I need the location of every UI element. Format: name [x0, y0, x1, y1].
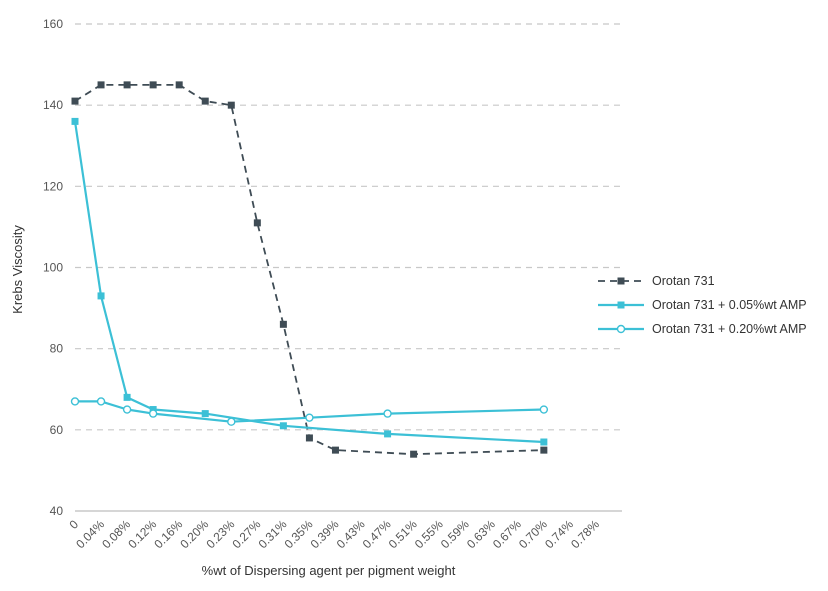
- data-point: [149, 81, 157, 89]
- x-axis-title: %wt of Dispersing agent per pigment weig…: [202, 563, 456, 578]
- data-point: [305, 434, 313, 442]
- x-tick-label: 0.04%: [73, 517, 107, 551]
- grid: [75, 23, 622, 431]
- legend-marker: [617, 277, 625, 285]
- data-point: [122, 405, 132, 414]
- x-axis-ticks: 00.04%0.08%0.12%0.16%0.20%0.23%0.27%0.31…: [66, 517, 602, 551]
- data-point: [148, 409, 158, 418]
- legend-label: Orotan 731 + 0.20%wt AMP: [652, 322, 807, 336]
- y-tick-label: 40: [50, 504, 64, 518]
- x-tick-label: 0.63%: [464, 517, 498, 551]
- x-tick-label: 0.27%: [229, 517, 263, 551]
- x-tick-label: 0.16%: [151, 517, 185, 551]
- y-tick-label: 140: [43, 98, 63, 112]
- data-point: [305, 413, 314, 422]
- data-point: [71, 97, 79, 105]
- x-tick-label: 0.08%: [99, 517, 133, 551]
- x-tick-label: 0.55%: [412, 517, 446, 551]
- data-point: [227, 417, 236, 426]
- series-line: [74, 84, 544, 456]
- data-point: [279, 320, 287, 328]
- data-point: [96, 397, 106, 406]
- x-tick-label: 0.70%: [516, 517, 550, 551]
- series-2: [71, 117, 548, 446]
- y-tick-label: 100: [43, 261, 63, 275]
- data-point: [410, 450, 418, 458]
- data-point: [539, 405, 549, 414]
- y-tick-label: 160: [43, 17, 63, 31]
- x-tick-label: 0.43%: [334, 517, 368, 551]
- y-tick-label: 60: [50, 423, 64, 437]
- x-tick-label: 0.78%: [568, 517, 602, 551]
- data-point: [227, 101, 235, 109]
- x-tick-label: 0.67%: [490, 517, 524, 551]
- x-tick-label: 0.12%: [125, 517, 159, 551]
- data-point: [201, 97, 209, 105]
- legend-item: Orotan 731 + 0.05%wt AMP: [598, 298, 807, 312]
- data-point: [540, 438, 548, 446]
- data-point: [71, 117, 79, 125]
- series-1: [71, 81, 548, 458]
- data-point: [540, 446, 548, 454]
- x-tick-label: 0: [66, 517, 81, 532]
- x-tick-label: 0.74%: [542, 517, 576, 551]
- x-tick-label: 0.39%: [308, 517, 342, 551]
- series-line: [75, 400, 544, 423]
- data-point: [123, 393, 131, 401]
- x-tick-label: 0.35%: [282, 517, 316, 551]
- legend-item: Orotan 731 + 0.20%wt AMP: [598, 322, 807, 336]
- series-line: [73, 121, 544, 444]
- data-point: [331, 446, 339, 454]
- legend-label: Orotan 731: [652, 274, 715, 288]
- y-axis-ticks: 40 60 80 100 120 140 160: [43, 17, 63, 518]
- data-point: [201, 410, 209, 418]
- data-point: [97, 81, 105, 89]
- data-point: [175, 81, 183, 89]
- data-point: [123, 81, 131, 89]
- legend-item: Orotan 731: [598, 274, 715, 288]
- legend-label: Orotan 731 + 0.05%wt AMP: [652, 298, 807, 312]
- data-point: [279, 422, 287, 430]
- legend-marker: [616, 324, 626, 334]
- series-3: [70, 397, 549, 426]
- legend-marker: [617, 301, 625, 309]
- data-point: [384, 430, 392, 438]
- x-tick-label: 0.23%: [203, 517, 237, 551]
- y-axis-title: Krebs Viscosity: [10, 225, 25, 314]
- x-tick-label: 0.47%: [360, 517, 394, 551]
- x-tick-label: 0.59%: [438, 517, 472, 551]
- data-point: [383, 409, 392, 418]
- y-tick-label: 120: [43, 179, 63, 193]
- series-layer: [70, 81, 549, 458]
- x-tick-label: 0.20%: [177, 517, 211, 551]
- x-tick-label: 0.51%: [386, 517, 420, 551]
- data-point: [253, 219, 261, 227]
- data-point: [70, 397, 80, 406]
- y-tick-label: 80: [50, 342, 64, 356]
- legend: Orotan 731 Orotan 731 + 0.05%wt AMP Orotan…: [598, 274, 807, 336]
- x-tick-label: 0.31%: [256, 517, 290, 551]
- data-point: [97, 292, 105, 300]
